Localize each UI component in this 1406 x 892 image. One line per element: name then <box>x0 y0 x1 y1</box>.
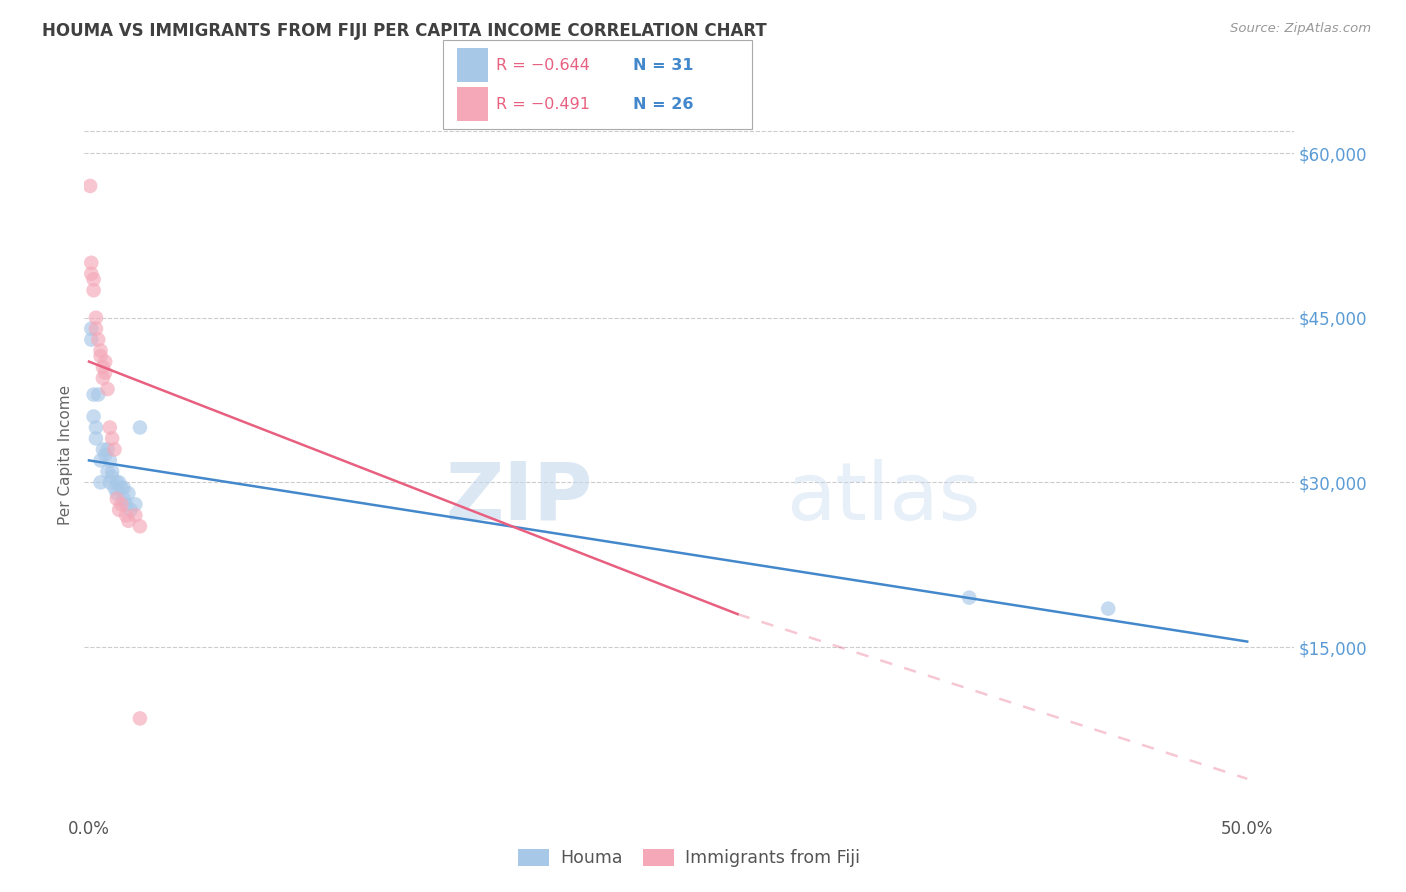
Point <box>110 497 132 511</box>
Text: Source: ZipAtlas.com: Source: ZipAtlas.com <box>1230 22 1371 36</box>
Point <box>108 475 131 490</box>
Point <box>1097 601 1119 615</box>
Point <box>94 366 117 380</box>
Point <box>105 475 128 490</box>
Point <box>129 420 152 434</box>
Point <box>80 333 103 347</box>
Point <box>115 497 138 511</box>
Point <box>103 481 125 495</box>
Point <box>98 453 121 467</box>
Point <box>124 508 146 523</box>
Point <box>115 508 138 523</box>
Point <box>87 387 110 401</box>
Point <box>84 420 107 434</box>
Point <box>105 486 128 500</box>
Point <box>108 503 131 517</box>
Point <box>957 591 980 605</box>
Text: N = 31: N = 31 <box>633 58 693 72</box>
Point <box>90 343 112 358</box>
Point <box>90 475 112 490</box>
Point <box>80 256 103 270</box>
Point <box>84 432 107 446</box>
Point <box>129 519 152 533</box>
Legend: Houma, Immigrants from Fiji: Houma, Immigrants from Fiji <box>512 842 866 874</box>
Point <box>84 310 107 325</box>
Point <box>96 382 118 396</box>
Point <box>112 491 135 506</box>
Point <box>117 514 139 528</box>
Point <box>83 283 105 297</box>
Point <box>96 464 118 478</box>
Point <box>91 442 114 457</box>
Y-axis label: Per Capita Income: Per Capita Income <box>58 384 73 525</box>
Point <box>96 442 118 457</box>
Point <box>84 321 107 335</box>
Point <box>94 448 117 462</box>
Point <box>98 420 121 434</box>
Text: R = −0.644: R = −0.644 <box>496 58 591 72</box>
Text: N = 26: N = 26 <box>633 97 693 112</box>
Text: ZIP: ZIP <box>444 458 592 537</box>
Point <box>83 409 105 424</box>
Point <box>117 486 139 500</box>
Point <box>98 475 121 490</box>
Point <box>101 432 124 446</box>
Point <box>101 464 124 478</box>
Point <box>101 470 124 484</box>
Point <box>91 371 114 385</box>
Point <box>83 387 105 401</box>
Point <box>83 272 105 286</box>
Point <box>80 267 103 281</box>
Point <box>110 481 132 495</box>
Point <box>90 453 112 467</box>
Point <box>79 178 101 193</box>
Point <box>112 481 135 495</box>
Point <box>90 349 112 363</box>
Point <box>91 360 114 375</box>
Point <box>129 711 152 725</box>
Point <box>124 497 146 511</box>
Point <box>120 503 142 517</box>
Point <box>105 491 128 506</box>
Point <box>87 333 110 347</box>
Point <box>103 442 125 457</box>
Point <box>80 321 103 335</box>
Text: atlas: atlas <box>786 458 980 537</box>
Text: HOUMA VS IMMIGRANTS FROM FIJI PER CAPITA INCOME CORRELATION CHART: HOUMA VS IMMIGRANTS FROM FIJI PER CAPITA… <box>42 22 766 40</box>
Text: R = −0.491: R = −0.491 <box>496 97 591 112</box>
Point <box>94 354 117 368</box>
